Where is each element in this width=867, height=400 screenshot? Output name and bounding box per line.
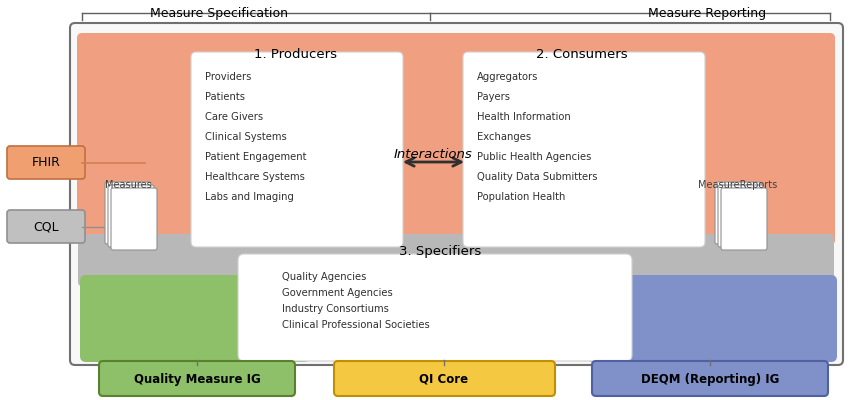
FancyBboxPatch shape [7, 210, 85, 243]
Text: Healthcare Systems: Healthcare Systems [205, 172, 305, 182]
FancyBboxPatch shape [718, 185, 764, 247]
FancyBboxPatch shape [80, 275, 310, 362]
Text: Measure Specification: Measure Specification [150, 7, 288, 20]
FancyBboxPatch shape [721, 188, 767, 250]
FancyBboxPatch shape [715, 182, 761, 244]
Text: Patient Engagement: Patient Engagement [205, 152, 307, 162]
FancyBboxPatch shape [587, 275, 837, 362]
Text: 3. Specifiers: 3. Specifiers [399, 245, 481, 258]
FancyBboxPatch shape [334, 361, 555, 396]
FancyBboxPatch shape [77, 33, 835, 245]
Text: Providers: Providers [205, 72, 251, 82]
FancyBboxPatch shape [78, 234, 834, 286]
Text: Quality Measure IG: Quality Measure IG [134, 372, 260, 386]
FancyBboxPatch shape [592, 361, 828, 396]
Text: Clinical Professional Societies: Clinical Professional Societies [282, 320, 430, 330]
Text: DEQM (Reporting) IG: DEQM (Reporting) IG [641, 372, 779, 386]
FancyBboxPatch shape [191, 52, 403, 247]
Text: Interactions: Interactions [394, 148, 473, 161]
Text: Patients: Patients [205, 92, 245, 102]
Text: 1. Producers: 1. Producers [255, 48, 337, 61]
Text: QI Core: QI Core [420, 372, 468, 386]
Text: FHIR: FHIR [31, 156, 61, 170]
FancyBboxPatch shape [332, 277, 560, 353]
Text: Health Information: Health Information [477, 112, 570, 122]
Text: Quality Data Submitters: Quality Data Submitters [477, 172, 597, 182]
Text: Care Givers: Care Givers [205, 112, 263, 122]
Text: CQL: CQL [33, 220, 59, 234]
FancyBboxPatch shape [108, 185, 154, 247]
FancyBboxPatch shape [99, 361, 295, 396]
FancyBboxPatch shape [105, 182, 151, 244]
Text: Quality Agencies: Quality Agencies [282, 272, 367, 282]
FancyBboxPatch shape [111, 188, 157, 250]
Text: Clinical Systems: Clinical Systems [205, 132, 287, 142]
FancyBboxPatch shape [70, 23, 843, 365]
FancyBboxPatch shape [238, 254, 632, 361]
Text: Labs and Imaging: Labs and Imaging [205, 192, 294, 202]
Text: Aggregators: Aggregators [477, 72, 538, 82]
Text: MeasureReports: MeasureReports [699, 180, 778, 190]
Text: Public Health Agencies: Public Health Agencies [477, 152, 591, 162]
Text: 2. Consumers: 2. Consumers [536, 48, 628, 61]
Text: Payers: Payers [477, 92, 510, 102]
FancyBboxPatch shape [7, 146, 85, 179]
Text: Industry Consortiums: Industry Consortiums [282, 304, 389, 314]
Text: Government Agencies: Government Agencies [282, 288, 393, 298]
Text: Population Health: Population Health [477, 192, 565, 202]
FancyBboxPatch shape [463, 52, 705, 247]
Text: Measure Reporting: Measure Reporting [648, 7, 766, 20]
Text: Exchanges: Exchanges [477, 132, 531, 142]
Text: Measures: Measures [105, 180, 152, 190]
